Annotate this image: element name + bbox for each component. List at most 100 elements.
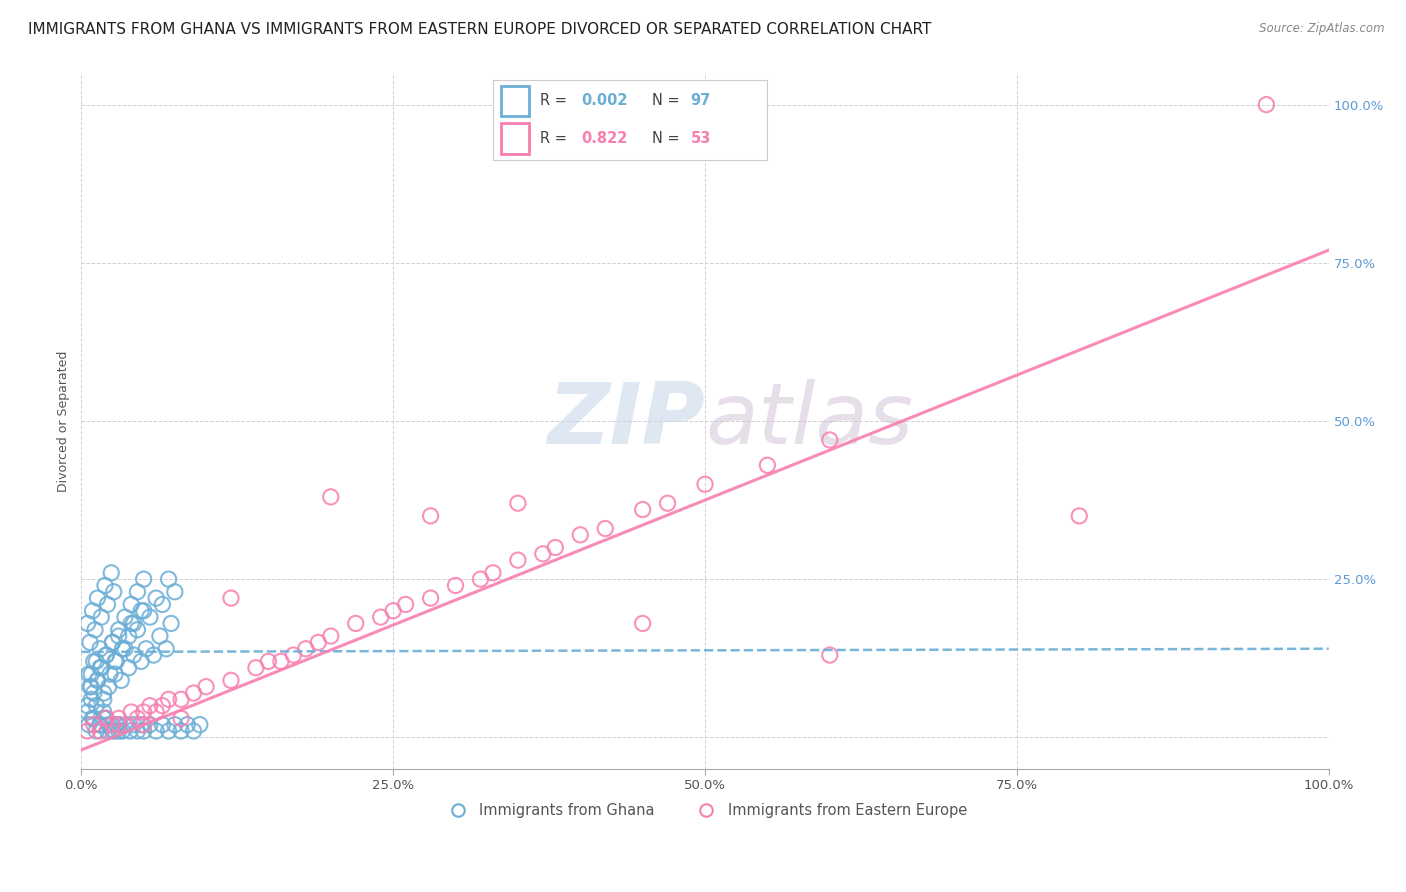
Point xyxy=(77,667,100,681)
Point xyxy=(107,711,129,725)
Point xyxy=(163,584,186,599)
Point xyxy=(86,673,108,688)
Point xyxy=(444,578,467,592)
Point xyxy=(93,711,115,725)
Point xyxy=(132,717,155,731)
Point xyxy=(101,635,124,649)
Point xyxy=(107,717,129,731)
Point xyxy=(569,528,592,542)
Point xyxy=(93,692,115,706)
Point xyxy=(84,623,107,637)
Point xyxy=(344,616,367,631)
Text: atlas: atlas xyxy=(704,379,912,462)
Point xyxy=(157,692,180,706)
Point xyxy=(631,616,654,631)
Point xyxy=(76,616,98,631)
Point xyxy=(145,723,167,738)
Point xyxy=(129,604,152,618)
Point xyxy=(818,433,841,447)
Point xyxy=(105,654,128,668)
Point xyxy=(82,604,104,618)
Point xyxy=(319,490,342,504)
Point xyxy=(129,654,152,668)
Point xyxy=(105,717,128,731)
Point xyxy=(120,598,142,612)
Point xyxy=(1256,97,1278,112)
Point xyxy=(157,572,180,586)
Point xyxy=(97,717,120,731)
Point xyxy=(544,541,567,555)
Point xyxy=(419,591,441,606)
Point xyxy=(100,717,122,731)
Point xyxy=(83,686,105,700)
Point xyxy=(127,623,149,637)
Point xyxy=(150,598,173,612)
Point xyxy=(84,698,107,713)
Point xyxy=(82,711,104,725)
Point xyxy=(76,723,98,738)
Point xyxy=(127,723,149,738)
Point xyxy=(155,641,177,656)
Point xyxy=(96,723,118,738)
Point xyxy=(394,598,416,612)
Point xyxy=(103,584,125,599)
Point xyxy=(482,566,505,580)
Point xyxy=(107,717,129,731)
Point xyxy=(114,610,136,624)
Point xyxy=(149,629,172,643)
Point xyxy=(89,723,111,738)
Point xyxy=(120,616,142,631)
Point xyxy=(98,667,121,681)
Point xyxy=(419,508,441,523)
Point xyxy=(818,648,841,662)
Point xyxy=(295,641,318,656)
Point xyxy=(80,680,103,694)
Text: Source: ZipAtlas.com: Source: ZipAtlas.com xyxy=(1260,22,1385,36)
Point xyxy=(135,641,157,656)
Point xyxy=(118,661,141,675)
Point xyxy=(506,496,529,510)
Point xyxy=(756,458,779,473)
Point xyxy=(93,705,115,719)
Point xyxy=(257,654,280,668)
Point xyxy=(506,553,529,567)
Point xyxy=(631,502,654,516)
Point xyxy=(76,705,98,719)
Point xyxy=(122,717,145,731)
Point xyxy=(1069,508,1091,523)
Point xyxy=(132,572,155,586)
Point xyxy=(132,604,155,618)
Point xyxy=(96,598,118,612)
Point xyxy=(80,692,103,706)
Point xyxy=(470,572,492,586)
Point xyxy=(183,686,205,700)
Point xyxy=(86,591,108,606)
Point xyxy=(150,698,173,713)
Point xyxy=(101,723,124,738)
Point xyxy=(84,723,107,738)
Point xyxy=(111,723,134,738)
Text: ZIP: ZIP xyxy=(547,379,704,462)
Point xyxy=(163,717,186,731)
Point xyxy=(183,723,205,738)
Point xyxy=(150,717,173,731)
Y-axis label: Divorced or Separated: Divorced or Separated xyxy=(58,351,70,491)
Point xyxy=(104,667,127,681)
Point xyxy=(111,641,134,656)
Point xyxy=(96,711,118,725)
Point xyxy=(176,717,198,731)
Point xyxy=(132,705,155,719)
Point xyxy=(86,673,108,688)
Point xyxy=(80,667,103,681)
Point xyxy=(77,717,100,731)
Point xyxy=(531,547,554,561)
Point xyxy=(693,477,716,491)
Point xyxy=(139,610,162,624)
Point xyxy=(127,584,149,599)
Point xyxy=(145,705,167,719)
Point xyxy=(657,496,679,510)
Point xyxy=(122,648,145,662)
Point xyxy=(219,673,242,688)
Point xyxy=(90,661,112,675)
Point xyxy=(89,661,111,675)
